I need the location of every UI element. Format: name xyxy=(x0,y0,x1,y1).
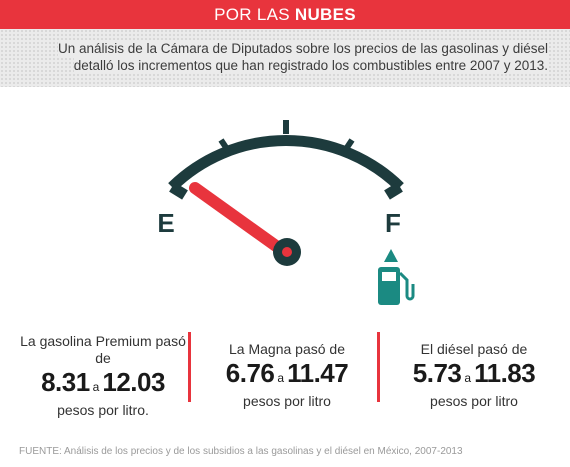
gauge-arc xyxy=(168,135,404,191)
divider xyxy=(377,332,380,402)
gauge-end-tick-right xyxy=(384,182,403,200)
header-bar: POR LAS NUBES xyxy=(0,0,570,29)
subtitle-text: Un análisis de la Cámara de Diputados so… xyxy=(57,41,548,73)
fuel-premium: La gasolina Premium pasó de 8.31 a 12.03 p… xyxy=(14,333,192,419)
subtitle-panel: Un análisis de la Cámara de Diputados so… xyxy=(0,29,570,87)
fuel-lead-text: La Magna pasó de xyxy=(229,341,345,357)
fuel-unit-text: pesos por litro xyxy=(243,393,331,409)
fuel-unit-text: pesos por litro xyxy=(430,393,518,409)
fuel-lead-text: La gasolina Premium pasó de xyxy=(20,333,186,366)
fuel-price-to: 12.03 xyxy=(102,367,165,397)
fuel-price-from: 6.76 xyxy=(225,358,275,388)
gauge-tick-three-quarter xyxy=(341,138,355,154)
gauge-needle xyxy=(189,182,289,257)
source-note: FUENTE: Análisis de los precios y de los… xyxy=(19,446,463,457)
fuel-price-to: 11.83 xyxy=(474,358,536,388)
fuel-price-range: 5.73 a 11.83 xyxy=(384,358,564,393)
fuel-price-range: 6.76 a 11.47 xyxy=(196,358,378,393)
header-title-prefix: POR LAS xyxy=(214,5,290,24)
gauge-empty-label: E xyxy=(157,208,174,238)
fuel-price-sep: a xyxy=(464,371,472,385)
fuel-price-from: 8.31 xyxy=(41,367,90,397)
fuel-magna: La Magna pasó de 6.76 a 11.47 pesos por li… xyxy=(196,341,378,410)
gauge-full-label: F xyxy=(385,208,401,238)
gauge-hub-center xyxy=(282,247,292,257)
fuel-pump-icon xyxy=(378,249,415,305)
fuel-price-from: 5.73 xyxy=(412,358,462,388)
fuel-price-range: 8.31 a 12.03 xyxy=(14,367,192,402)
fuel-diesel: El diésel pasó de 5.73 a 11.83 pesos por l… xyxy=(384,341,564,410)
gauge-tick-quarter xyxy=(218,138,232,154)
fuel-lead-text: El diésel pasó de xyxy=(420,341,528,357)
header-title-strong: NUBES xyxy=(294,5,356,24)
fuel-unit-text: pesos por litro. xyxy=(57,402,149,418)
gauge-end-tick-left xyxy=(169,182,188,200)
fuel-price-to: 11.47 xyxy=(287,358,349,388)
fuel-price-sep: a xyxy=(277,371,285,385)
fuel-price-sep: a xyxy=(92,380,100,394)
fuel-gauge: E F xyxy=(157,120,415,305)
divider xyxy=(188,332,191,402)
